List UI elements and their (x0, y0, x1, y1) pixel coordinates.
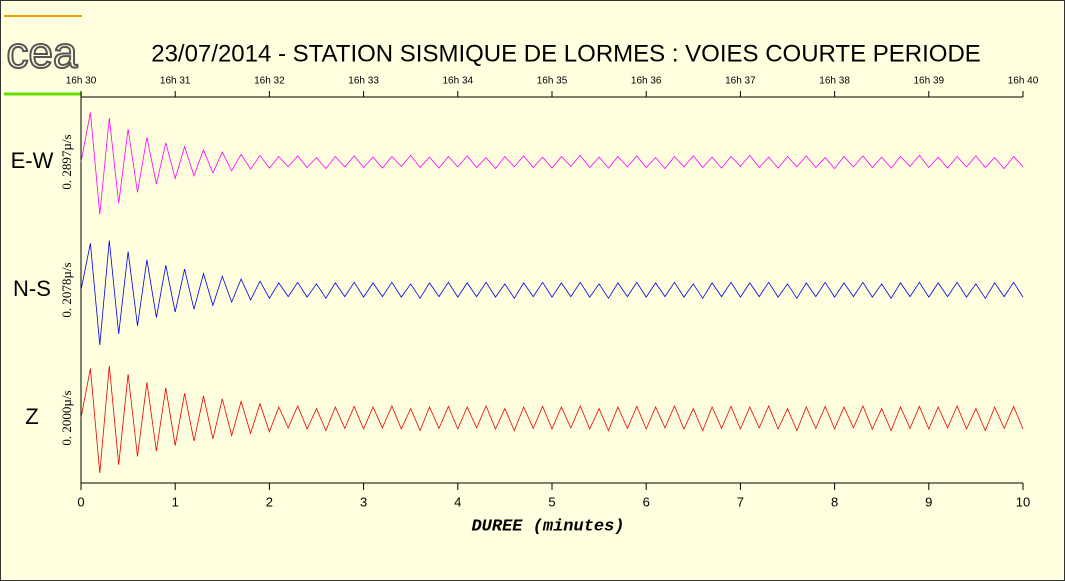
x-tick-label: 3 (360, 494, 367, 509)
x-tick-label: 1 (172, 494, 179, 509)
scale-label: 0. 2897µ/s (59, 134, 74, 189)
x-tick-label: 5 (548, 494, 555, 509)
x-tick-label: 2 (266, 494, 273, 509)
trace (80, 112, 1024, 215)
top-tick-label: 16h 37 (725, 76, 756, 87)
x-tick-label: 7 (737, 494, 744, 509)
x-tick-label: 4 (454, 494, 461, 509)
top-tick-label: 16h 33 (348, 76, 379, 87)
scale-label: 0. 2000µ/s (59, 390, 74, 445)
top-tick-label: 16h 34 (443, 76, 474, 87)
top-tick-label: 16h 38 (819, 76, 850, 87)
x-tick-label: 9 (925, 494, 932, 509)
channel-label: Z (25, 404, 38, 429)
chart-title: 23/07/2014 - STATION SISMIQUE DE LORMES … (151, 40, 981, 67)
top-tick-label: 16h 31 (160, 76, 191, 87)
x-tick-label: 10 (1016, 494, 1030, 509)
top-tick-label: 16h 35 (537, 76, 568, 87)
scale-label: 0. 2078µ/s (59, 262, 74, 317)
top-tick-label: 16h 36 (631, 76, 662, 87)
channel-label: E-W (11, 148, 54, 173)
top-tick-label: 16h 40 (1008, 76, 1039, 87)
x-tick-label: 8 (831, 494, 838, 509)
x-tick-label: 0 (77, 494, 84, 509)
channel-label: N-S (13, 276, 51, 301)
top-tick-label: 16h 39 (914, 76, 945, 87)
logo: cea (7, 29, 78, 78)
x-axis-label: DUREE (minutes) (471, 517, 624, 536)
trace (80, 240, 1024, 346)
trace (80, 365, 1024, 474)
top-tick-label: 16h 32 (254, 76, 285, 87)
x-tick-label: 6 (643, 494, 650, 509)
top-tick-label: 16h 30 (66, 76, 97, 87)
